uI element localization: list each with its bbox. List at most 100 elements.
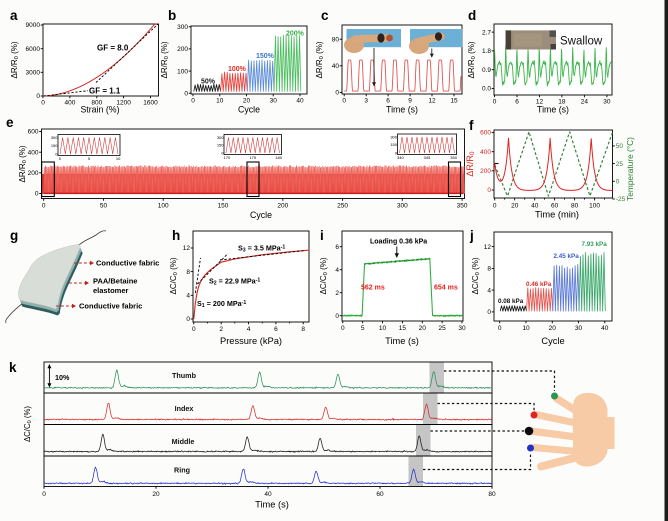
svg-text:S3 = 3.5 MPa-1: S3 = 3.5 MPa-1 (238, 244, 285, 254)
svg-text:80: 80 (571, 203, 579, 210)
svg-text:d: d (468, 8, 476, 23)
svg-text:100: 100 (158, 203, 169, 210)
svg-text:6: 6 (274, 326, 278, 333)
svg-text:Conductive fabric: Conductive fabric (79, 302, 142, 311)
svg-text:30: 30 (458, 325, 466, 332)
svg-text:0: 0 (487, 187, 491, 194)
svg-text:50: 50 (100, 203, 108, 210)
svg-text:4: 4 (186, 293, 190, 300)
svg-text:300: 300 (390, 135, 397, 140)
svg-text:e: e (6, 115, 14, 130)
svg-text:ΔR/R0 (%): ΔR/R0 (%) (10, 41, 20, 78)
svg-text:100: 100 (589, 203, 600, 210)
svg-text:g: g (10, 228, 18, 243)
svg-text:350: 350 (457, 203, 468, 210)
svg-text:Cycle: Cycle (250, 210, 272, 220)
svg-text:40: 40 (531, 203, 539, 210)
svg-text:0: 0 (35, 191, 39, 198)
svg-text:a: a (10, 8, 18, 23)
svg-text:PAA/Betaine: PAA/Betaine (93, 277, 137, 286)
svg-text:200%: 200% (286, 31, 305, 38)
svg-text:600: 600 (28, 129, 39, 136)
svg-text:GF = 1.1: GF = 1.1 (89, 87, 121, 96)
svg-text:8: 8 (301, 326, 305, 333)
svg-text:7.93 kPa: 7.93 kPa (582, 241, 608, 248)
svg-text:0.46 kPa: 0.46 kPa (526, 281, 552, 288)
svg-text:ΔC/C0 (%): ΔC/C0 (%) (319, 257, 329, 294)
svg-text:30: 30 (603, 99, 611, 106)
svg-text:Index: Index (175, 404, 194, 413)
svg-text:Pressure (kPa): Pressure (kPa) (220, 336, 282, 346)
svg-text:20: 20 (243, 98, 251, 105)
svg-text:1600: 1600 (143, 100, 158, 107)
svg-text:Temperature (°C): Temperature (°C) (625, 137, 635, 201)
svg-text:100: 100 (177, 68, 188, 75)
svg-text:S2 = 22.9 MPa-1: S2 = 22.9 MPa-1 (209, 277, 260, 287)
svg-text:24: 24 (581, 99, 589, 106)
svg-text:175: 175 (249, 155, 256, 160)
svg-text:b: b (168, 8, 176, 23)
svg-text:6000: 6000 (26, 46, 41, 53)
svg-text:25: 25 (438, 325, 446, 332)
svg-text:300: 300 (397, 203, 408, 210)
svg-text:800: 800 (91, 100, 102, 107)
svg-text:2: 2 (219, 326, 223, 333)
svg-text:5: 5 (361, 325, 365, 332)
svg-text:12: 12 (484, 244, 492, 251)
svg-text:ΔC/C0 (%): ΔC/C0 (%) (23, 406, 33, 442)
svg-text:0: 0 (42, 203, 46, 210)
svg-text:250: 250 (337, 203, 348, 210)
svg-text:h: h (172, 228, 180, 243)
svg-text:200: 200 (480, 168, 491, 175)
svg-text:150%: 150% (256, 53, 275, 60)
svg-text:Time (s): Time (s) (255, 500, 289, 510)
svg-text:0: 0 (184, 90, 188, 97)
svg-text:ΔC/C0 (%): ΔC/C0 (%) (169, 257, 179, 294)
svg-text:k: k (9, 360, 17, 375)
svg-text:20: 20 (419, 325, 427, 332)
svg-text:2.45 kPa: 2.45 kPa (554, 253, 580, 260)
svg-text:Middle: Middle (172, 437, 195, 446)
svg-text:4: 4 (487, 287, 491, 294)
svg-text:S1 = 200 MPa-1: S1 = 200 MPa-1 (197, 299, 246, 309)
svg-text:Cycle: Cycle (238, 105, 260, 115)
svg-text:6: 6 (386, 98, 390, 105)
svg-text:50%: 50% (201, 79, 216, 86)
svg-text:c: c (321, 8, 329, 23)
svg-text:40: 40 (332, 63, 340, 70)
svg-text:0: 0 (221, 151, 224, 156)
svg-text:0: 0 (335, 313, 339, 320)
svg-text:30: 30 (270, 98, 278, 105)
svg-text:3000: 3000 (26, 70, 41, 77)
svg-text:200: 200 (277, 203, 288, 210)
svg-text:60: 60 (551, 203, 559, 210)
svg-text:ΔR/R0 (%): ΔR/R0 (%) (467, 41, 477, 78)
svg-text:Time (s): Time (s) (385, 336, 419, 346)
svg-text:10: 10 (379, 325, 387, 332)
svg-text:0: 0 (42, 491, 46, 498)
svg-text:0: 0 (395, 151, 398, 156)
svg-text:Time (s): Time (s) (537, 105, 569, 115)
svg-text:0: 0 (493, 203, 497, 210)
svg-text:Cycle: Cycle (541, 336, 564, 346)
svg-text:0: 0 (192, 326, 196, 333)
svg-text:150: 150 (390, 142, 397, 147)
svg-text:200: 200 (28, 170, 39, 177)
svg-text:180: 180 (275, 155, 282, 160)
svg-text:1200: 1200 (116, 100, 131, 107)
svg-text:80: 80 (488, 491, 496, 498)
svg-text:Swallow: Swallow (560, 36, 603, 48)
svg-text:ΔR/R0 (%): ΔR/R0 (%) (160, 41, 170, 78)
svg-text:10: 10 (522, 325, 530, 332)
svg-text:0: 0 (36, 93, 40, 100)
svg-text:20: 20 (511, 203, 519, 210)
svg-text:40: 40 (601, 325, 609, 332)
svg-text:i: i (320, 228, 324, 243)
svg-text:20: 20 (549, 325, 557, 332)
svg-text:100%: 100% (228, 66, 247, 73)
svg-text:12: 12 (428, 98, 436, 105)
svg-text:Time (min): Time (min) (535, 210, 579, 220)
svg-text:150: 150 (217, 143, 224, 148)
svg-text:0: 0 (493, 99, 497, 106)
svg-text:0: 0 (186, 316, 190, 323)
